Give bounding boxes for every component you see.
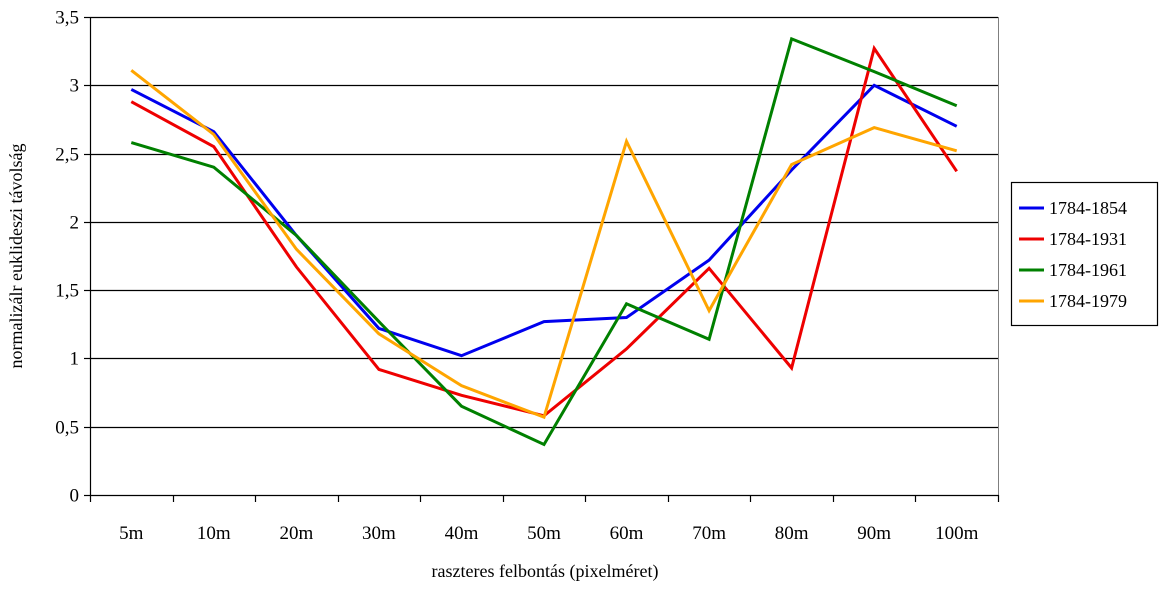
x-tick-label: 80m (775, 523, 809, 544)
series-line-1784-1854 (130, 83, 958, 358)
legend-label-1784-1979: 1784-1979 (1049, 291, 1127, 311)
legend-label-1784-1931: 1784-1931 (1049, 229, 1127, 249)
legend-label-1784-1854: 1784-1854 (1049, 198, 1127, 218)
x-axis-title: raszteres felbontás (pixelméret) (432, 561, 659, 582)
x-tick-label: 5m (119, 523, 144, 544)
x-tick-label: 100m (935, 523, 979, 544)
series-line-1784-1931 (130, 44, 958, 418)
axes (84, 16, 1000, 502)
tick-labels: 0 0,5 1 1,5 2 2,5 3 3,5 5m 10m 20m 30m 40m 50m 60m 70m 8… (55, 8, 978, 545)
y-tick-label: 1,5 (55, 281, 79, 302)
x-tick-label: 40m (445, 523, 479, 544)
legend-label-1784-1961: 1784-1961 (1049, 260, 1127, 280)
x-tick-label: 20m (279, 523, 313, 544)
y-tick-label: 1 (70, 349, 80, 370)
y-tick-label: 0,5 (55, 418, 79, 439)
series-line-1784-1961 (130, 36, 958, 447)
x-tick-label: 90m (857, 523, 891, 544)
series-line-1784-1979 (130, 69, 958, 420)
y-tick-label: 2 (70, 213, 80, 234)
y-tick-label: 3,5 (55, 8, 79, 29)
x-tick-label: 10m (197, 523, 231, 544)
x-tick-label: 30m (362, 523, 396, 544)
series-lines (130, 36, 958, 447)
y-axis-title: normalizálr euklideszi távolság (6, 144, 26, 369)
x-tick-label: 70m (692, 523, 726, 544)
y-tick-label: 2,5 (55, 145, 79, 166)
legend: 1784-1854 1784-1931 1784-1961 1784-1979 (1010, 181, 1159, 327)
x-tick-label: 50m (527, 523, 561, 544)
gridlines (90, 16, 998, 429)
y-tick-label: 0 (70, 486, 80, 507)
y-tick-label: 3 (70, 76, 80, 97)
x-tick-label: 60m (610, 523, 644, 544)
